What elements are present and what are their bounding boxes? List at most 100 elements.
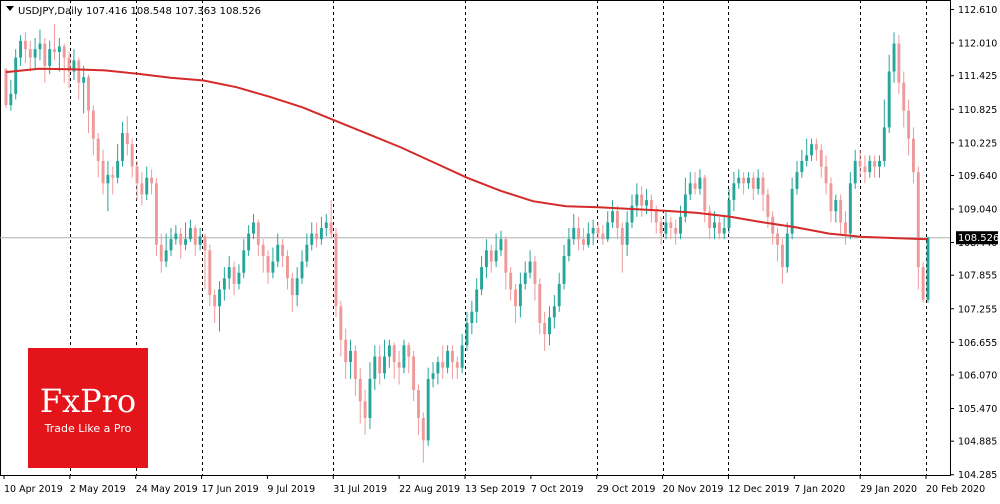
bull-candle bbox=[276, 233, 280, 268]
bull-candle bbox=[373, 345, 377, 391]
candle-body bbox=[222, 278, 226, 290]
bull-candle bbox=[727, 188, 731, 234]
bull-candle bbox=[242, 239, 246, 279]
candle-body bbox=[271, 261, 275, 273]
bull-candle bbox=[319, 216, 323, 245]
dropdown-triangle-icon[interactable] bbox=[6, 6, 14, 11]
bear-candle bbox=[708, 205, 712, 240]
bear-candle bbox=[902, 71, 906, 128]
bear-candle bbox=[77, 57, 81, 100]
bear-candle bbox=[232, 261, 236, 296]
x-tick-label: 29 Oct 2019 bbox=[597, 484, 656, 495]
candle-body bbox=[751, 177, 755, 189]
bear-candle bbox=[62, 43, 66, 83]
candle-body bbox=[810, 144, 813, 156]
candle-body bbox=[805, 155, 809, 161]
candle-body bbox=[130, 144, 134, 167]
candle-body bbox=[213, 295, 217, 307]
y-tick-label: 107.855 bbox=[958, 271, 997, 282]
candle-body bbox=[543, 323, 547, 335]
bull-candle bbox=[237, 264, 241, 290]
candle-body bbox=[717, 222, 721, 234]
candle-body bbox=[193, 228, 197, 245]
bear-candle bbox=[53, 24, 56, 61]
candle-body bbox=[295, 278, 299, 296]
x-tick-label: 12 Dec 2019 bbox=[728, 484, 789, 495]
candle-body bbox=[858, 160, 862, 167]
bull-candle bbox=[271, 247, 275, 279]
candle-body bbox=[329, 222, 333, 234]
symbol-label: USDJPY,Daily bbox=[18, 6, 83, 17]
bull-candle bbox=[834, 194, 838, 223]
bear-candle bbox=[392, 342, 396, 379]
candle-body bbox=[892, 43, 896, 72]
candle-body bbox=[227, 267, 231, 279]
candle-body bbox=[169, 239, 173, 251]
x-tick-label: 31 Jul 2019 bbox=[333, 484, 387, 495]
bull-candle bbox=[383, 339, 386, 379]
bear-candle bbox=[378, 345, 382, 385]
bull-candle bbox=[310, 222, 314, 251]
candle-body bbox=[674, 228, 678, 234]
candle-body bbox=[19, 40, 23, 58]
candle-body bbox=[528, 261, 532, 273]
bear-candle bbox=[96, 133, 100, 178]
candle-body bbox=[591, 228, 595, 234]
bear-candle bbox=[111, 166, 115, 195]
candle-body bbox=[921, 267, 925, 300]
candle-body bbox=[368, 378, 372, 418]
bear-candle bbox=[412, 350, 416, 402]
bull-candle bbox=[169, 228, 173, 256]
candle-body bbox=[868, 160, 872, 173]
candle-body bbox=[615, 211, 619, 228]
bull-candle bbox=[892, 32, 896, 83]
bear-candle bbox=[824, 155, 828, 195]
bull-candle bbox=[732, 172, 736, 212]
price-tag-value: 108.526 bbox=[958, 233, 999, 244]
bull-candle bbox=[586, 222, 590, 248]
bull-candle bbox=[184, 222, 188, 251]
bear-candle bbox=[863, 155, 867, 184]
bull-candle bbox=[19, 35, 23, 66]
bull-candle bbox=[552, 295, 556, 329]
candle-body bbox=[285, 255, 289, 279]
candle-body bbox=[746, 177, 750, 184]
bear-candle bbox=[703, 174, 707, 223]
bull-candle bbox=[683, 177, 687, 223]
candle-body bbox=[145, 177, 149, 195]
bear-candle bbox=[203, 233, 207, 290]
candle-body bbox=[101, 160, 105, 184]
fxpro-logo: FxPro Trade Like a Pro bbox=[28, 348, 148, 468]
bull-candle bbox=[247, 225, 251, 256]
candle-body bbox=[261, 244, 265, 256]
candle-body bbox=[412, 356, 416, 391]
candle-body bbox=[800, 160, 804, 173]
x-tick-label: 20 Nov 2019 bbox=[663, 484, 724, 495]
y-tick-label: 109.640 bbox=[958, 171, 997, 182]
candle-body bbox=[688, 183, 692, 195]
candle-body bbox=[679, 216, 682, 234]
bull-candle bbox=[926, 236, 930, 303]
candle-body bbox=[256, 222, 260, 245]
bull-candle bbox=[868, 155, 872, 178]
bear-candle bbox=[844, 211, 847, 245]
candle-body bbox=[208, 250, 212, 296]
candle-body bbox=[164, 250, 168, 262]
bear-candle bbox=[489, 244, 493, 273]
candle-body bbox=[902, 82, 906, 111]
bull-candle bbox=[14, 49, 18, 100]
candle-body bbox=[771, 216, 775, 234]
bear-candle bbox=[916, 166, 920, 290]
candle-body bbox=[179, 233, 183, 245]
candle-body bbox=[353, 350, 357, 379]
candle-body bbox=[523, 272, 527, 284]
candle-body bbox=[780, 244, 784, 268]
candle-body bbox=[203, 236, 207, 251]
candle-body bbox=[57, 46, 61, 52]
candle-body bbox=[397, 362, 401, 368]
bull-candle bbox=[528, 250, 532, 279]
bull-candle bbox=[106, 160, 110, 212]
x-tick-label: 7 Jan 2020 bbox=[794, 484, 845, 495]
